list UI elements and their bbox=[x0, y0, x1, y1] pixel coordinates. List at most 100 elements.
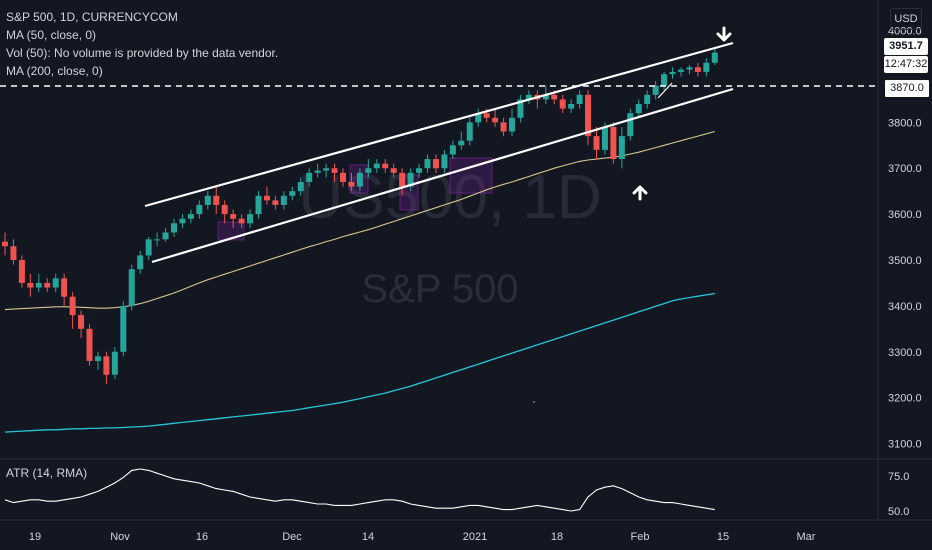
candle-body bbox=[255, 195, 262, 215]
candle bbox=[238, 214, 245, 228]
candle bbox=[585, 90, 592, 146]
candle-body bbox=[416, 168, 423, 173]
highlight-box bbox=[217, 221, 245, 241]
candle bbox=[559, 94, 566, 114]
candle-body bbox=[525, 94, 532, 100]
candle-body bbox=[390, 168, 397, 173]
candle-body bbox=[601, 126, 608, 150]
ma200-line bbox=[4, 292, 715, 433]
candle-body bbox=[348, 182, 355, 187]
candle-body bbox=[289, 191, 296, 196]
candle-body bbox=[340, 172, 346, 182]
candle bbox=[323, 163, 330, 178]
time-tick-label: 16 bbox=[196, 531, 208, 543]
candle-body bbox=[137, 255, 144, 270]
candle-body bbox=[407, 172, 414, 187]
candle-body bbox=[627, 113, 634, 137]
candle bbox=[86, 324, 93, 366]
candle-body bbox=[238, 218, 245, 224]
candle bbox=[179, 214, 186, 228]
candle-body bbox=[517, 99, 524, 118]
candle bbox=[678, 67, 684, 77]
candle bbox=[69, 292, 76, 329]
candle bbox=[475, 108, 482, 127]
candle-body bbox=[154, 239, 161, 241]
marker-dot bbox=[533, 401, 535, 403]
candle bbox=[103, 351, 110, 384]
arrow-down-icon bbox=[716, 26, 732, 42]
candle bbox=[289, 186, 296, 201]
atr-tick-label: 75.0 bbox=[888, 471, 909, 483]
channel-lower-line bbox=[151, 87, 734, 264]
highlight-box bbox=[449, 157, 493, 194]
candle bbox=[500, 117, 507, 137]
candle-body bbox=[280, 195, 287, 205]
candle bbox=[61, 273, 68, 306]
atr-legend: ATR (14, RMA) bbox=[6, 466, 88, 480]
candle-body bbox=[568, 104, 575, 109]
candle-body bbox=[213, 195, 220, 205]
candle-body bbox=[559, 99, 566, 109]
candle-body bbox=[441, 154, 448, 169]
candle bbox=[652, 81, 659, 100]
candle-body bbox=[356, 172, 363, 187]
candle bbox=[686, 65, 693, 75]
candle-body bbox=[78, 315, 85, 329]
candle-body bbox=[424, 159, 431, 169]
candle bbox=[171, 218, 177, 238]
candle-body bbox=[542, 94, 549, 100]
candle-body bbox=[365, 168, 372, 173]
candle-body bbox=[635, 104, 642, 114]
candle bbox=[627, 108, 634, 141]
level-tag: 3870.0 bbox=[884, 79, 930, 98]
candle bbox=[399, 168, 406, 196]
candle-body bbox=[314, 170, 321, 173]
time-tick-label: Feb bbox=[631, 531, 650, 543]
candle-body bbox=[128, 269, 135, 306]
candle bbox=[568, 99, 575, 114]
candle bbox=[618, 126, 625, 169]
candle-body bbox=[35, 282, 42, 288]
candle-body bbox=[432, 159, 439, 169]
candle bbox=[94, 351, 101, 371]
candle bbox=[247, 209, 254, 228]
candle bbox=[635, 99, 642, 118]
candle bbox=[2, 232, 8, 256]
price-tick-label: 3600.0 bbox=[888, 209, 922, 221]
candle bbox=[111, 347, 118, 380]
time-tick-label: Dec bbox=[282, 531, 302, 543]
candle bbox=[120, 301, 127, 357]
candle-body bbox=[475, 113, 482, 123]
candle bbox=[525, 90, 532, 104]
candle-body bbox=[585, 94, 592, 137]
candle bbox=[441, 149, 448, 173]
candle-body bbox=[661, 74, 668, 86]
candle bbox=[154, 232, 161, 247]
candle bbox=[230, 209, 237, 228]
candle-body bbox=[2, 241, 8, 247]
candle bbox=[424, 154, 431, 173]
candle bbox=[348, 172, 355, 192]
candle bbox=[35, 273, 42, 293]
candle bbox=[128, 264, 135, 311]
candle bbox=[314, 163, 321, 178]
candle-body bbox=[551, 94, 558, 100]
candle bbox=[644, 90, 651, 109]
candle bbox=[610, 122, 617, 164]
candle-body bbox=[179, 218, 186, 224]
candle-body bbox=[111, 351, 118, 375]
price-tick-label: 3200.0 bbox=[888, 393, 922, 405]
candle-body bbox=[323, 168, 330, 171]
candle-body bbox=[373, 163, 380, 169]
candle bbox=[432, 154, 439, 173]
price-tick-label: 3100.0 bbox=[888, 439, 922, 451]
candle bbox=[187, 209, 194, 224]
candle-body bbox=[162, 232, 169, 240]
candle-body bbox=[18, 260, 25, 283]
candle-body bbox=[69, 296, 76, 316]
candle-body bbox=[483, 113, 490, 118]
time-tick-label: Mar bbox=[797, 531, 816, 543]
currency-button[interactable]: USD bbox=[890, 8, 922, 30]
candle-body bbox=[187, 214, 194, 219]
